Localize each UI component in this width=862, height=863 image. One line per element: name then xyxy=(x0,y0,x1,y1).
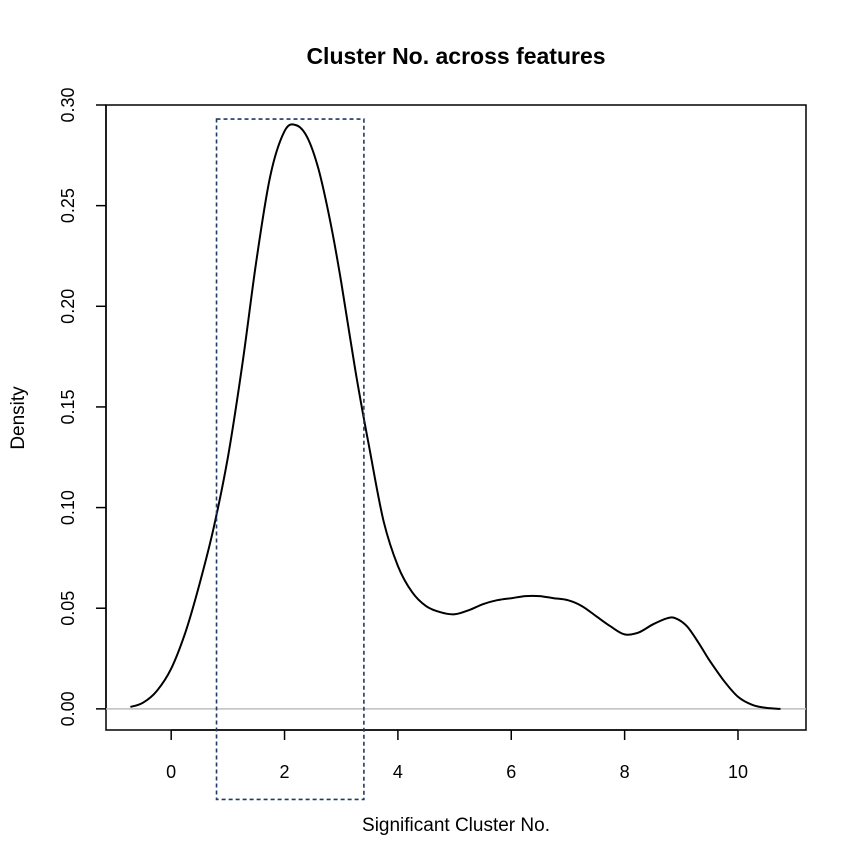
y-tick-label-1: 0.05 xyxy=(58,591,78,626)
y-axis-label: Density xyxy=(8,386,29,450)
x-axis: 0 2 4 6 8 10 xyxy=(166,729,748,782)
plot-frame xyxy=(105,104,807,731)
y-axis: 0.00 0.05 0.10 0.15 0.20 0.25 0.30 xyxy=(58,87,107,726)
x-tick-label-1: 2 xyxy=(280,762,290,782)
x-tick-label-0: 0 xyxy=(166,762,176,782)
highlight-box xyxy=(215,118,365,801)
x-tick-label-3: 6 xyxy=(506,762,516,782)
y-tick-label-4: 0.20 xyxy=(58,289,78,324)
density-curve xyxy=(130,123,781,710)
y-tick-label-3: 0.15 xyxy=(58,389,78,424)
y-tick-label-2: 0.10 xyxy=(58,490,78,525)
x-tick-label-5: 10 xyxy=(728,762,748,782)
chart-title: Cluster No. across features xyxy=(306,43,605,69)
x-tick-label-2: 4 xyxy=(393,762,403,782)
y-tick-label-5: 0.25 xyxy=(58,188,78,223)
y-tick-label-0: 0.00 xyxy=(58,691,78,726)
x-tick-label-4: 8 xyxy=(620,762,630,782)
x-axis-label: Significant Cluster No. xyxy=(362,815,550,836)
y-tick-label-6: 0.30 xyxy=(58,87,78,122)
